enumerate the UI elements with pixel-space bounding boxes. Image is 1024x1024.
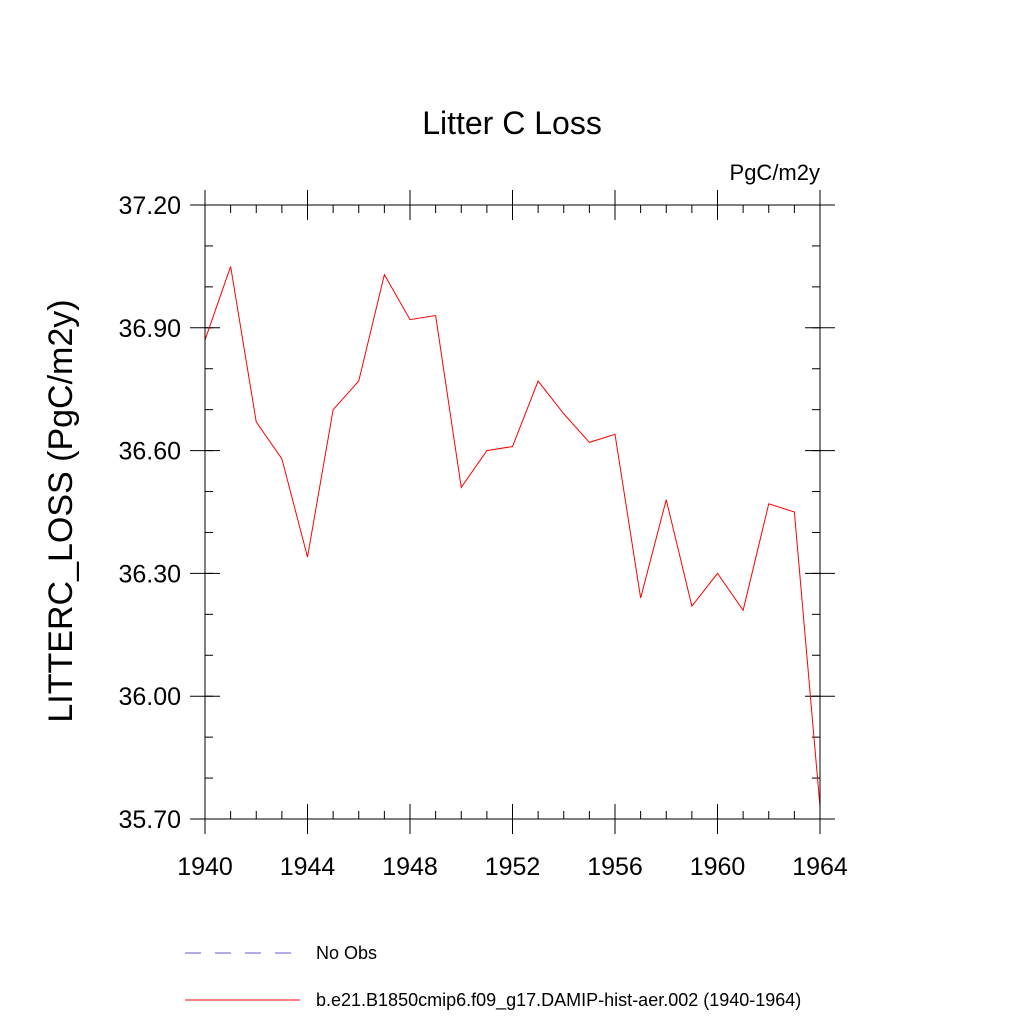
x-tick-label: 1948 (382, 853, 438, 881)
plot-frame (204, 204, 821, 820)
data-point (485, 449, 488, 452)
x-tick-label: 1940 (177, 853, 233, 881)
data-point (562, 412, 565, 415)
x-tick-label: 1960 (690, 853, 746, 881)
ticks-layer (190, 190, 835, 834)
data-point (280, 457, 283, 460)
y-tick-label: 36.90 (118, 315, 181, 343)
data-point (793, 511, 796, 514)
data-point (332, 408, 335, 411)
data-point (639, 596, 642, 599)
data-point (716, 572, 719, 575)
data-point (665, 498, 668, 501)
data-point (229, 265, 232, 268)
data-point (306, 556, 309, 559)
legend-label-no-obs: No Obs (316, 943, 377, 963)
data-point (409, 318, 412, 321)
series-layer (204, 265, 821, 807)
data-point (690, 605, 693, 608)
units-label: PgC/m2y (730, 160, 820, 185)
data-point (614, 433, 617, 436)
chart-title: Litter C Loss (422, 105, 602, 141)
data-point (767, 502, 770, 505)
tick-labels-layer: 1940 1944 1948 1952 1956 1960 1964 35.70 36.00 36… (118, 192, 847, 881)
series-line-0 (204, 266, 821, 807)
x-tick-label: 1956 (587, 853, 643, 881)
y-axis-label: LITTERC_LOSS (PgC/m2y) (42, 299, 80, 722)
data-point (537, 380, 540, 383)
y-tick-label: 37.20 (118, 192, 181, 220)
x-tick-label: 1964 (792, 853, 848, 881)
data-point (255, 420, 258, 423)
legend-label-model-run: b.e21.B1850cmip6.f09_g17.DAMIP-hist-aer.… (316, 990, 801, 1011)
data-point (511, 445, 514, 448)
y-tick-label: 36.30 (118, 560, 181, 588)
x-tick-label: 1944 (280, 853, 336, 881)
y-tick-label: 36.60 (118, 438, 181, 466)
data-point (357, 380, 360, 383)
y-tick-label: 35.70 (118, 806, 181, 834)
legend: No Obs b.e21.B1850cmip6.f09_g17.DAMIP-hi… (185, 943, 801, 1011)
data-point (588, 441, 591, 444)
y-tick-label: 36.00 (118, 683, 181, 711)
x-tick-label: 1952 (485, 853, 541, 881)
data-point (383, 273, 386, 276)
data-point (434, 314, 437, 317)
data-point (460, 486, 463, 489)
data-point (742, 609, 745, 612)
